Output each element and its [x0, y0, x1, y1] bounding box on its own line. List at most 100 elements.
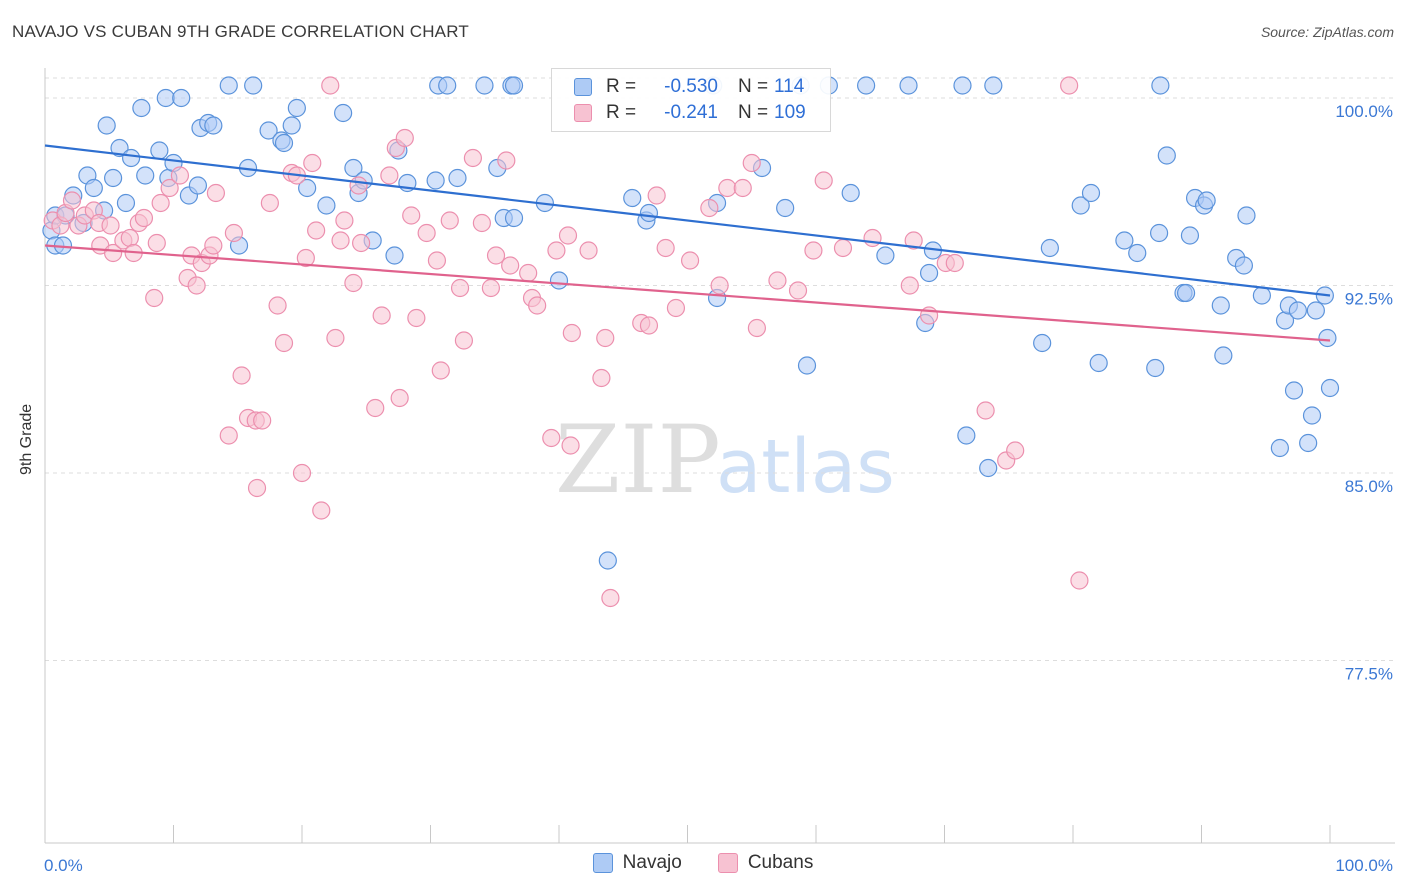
- navajo-point: [1081, 183, 1101, 203]
- cubans-point: [187, 276, 206, 295]
- cubans-point: [1006, 441, 1025, 460]
- navajo-point: [857, 76, 876, 95]
- cubans-point: [904, 231, 923, 250]
- cubans-point: [253, 411, 272, 430]
- cubans-point: [331, 231, 350, 250]
- cubans-point: [680, 251, 700, 270]
- watermark-atlas: atlas: [716, 424, 895, 510]
- cubans-point: [402, 206, 421, 225]
- legend-r-label: R =: [606, 102, 637, 123]
- cubans-point: [472, 213, 491, 233]
- cubans-point: [395, 128, 414, 148]
- cubans-point: [558, 226, 578, 245]
- cubans-point: [268, 296, 287, 315]
- legend-r-label: R =: [606, 76, 637, 97]
- navajo-point: [984, 76, 1003, 95]
- cubans-point: [292, 463, 312, 483]
- cubans-point: [407, 308, 426, 328]
- y-tick-label: 85.0%: [1345, 477, 1393, 496]
- navajo-point: [639, 203, 659, 223]
- navajo-point: [1197, 191, 1216, 210]
- cubans-point: [718, 178, 737, 198]
- cubans-point: [768, 271, 787, 290]
- cubans-point: [486, 246, 506, 265]
- chart-title: NAVAJO VS CUBAN 9TH GRADE CORRELATION CH…: [12, 22, 469, 41]
- tick-labels: 100.0% 92.5% 85.0% 77.5% 0.0% 100.0%: [44, 102, 1393, 875]
- cubans-point: [710, 276, 729, 295]
- navajo-point: [1115, 231, 1134, 250]
- cubans-point: [639, 316, 659, 335]
- x-tick-label: 100.0%: [1335, 856, 1393, 875]
- navajo-point: [97, 116, 116, 135]
- legend-n-label: N =: [738, 76, 769, 97]
- navajo-point: [110, 138, 129, 158]
- navajo-point: [204, 116, 223, 135]
- navajo-point: [1146, 358, 1165, 378]
- cubans-point: [700, 198, 719, 218]
- legend-row-navajo: R = -0.530 N = 114: [574, 75, 804, 99]
- navajo-point: [219, 76, 238, 95]
- cubans-point: [431, 361, 450, 380]
- cubans-point: [463, 148, 483, 168]
- navajo-point: [188, 176, 208, 195]
- cubans-point: [733, 178, 752, 198]
- cubans-point: [481, 278, 500, 298]
- navajo-point: [1033, 333, 1052, 353]
- navajo-point: [385, 246, 404, 265]
- legend-r-value-navajo: -0.530: [664, 76, 718, 97]
- navajo-point: [1089, 353, 1108, 373]
- navajo-point: [776, 198, 795, 218]
- cubans-point: [120, 228, 139, 248]
- cubans-point: [151, 193, 170, 213]
- navajo-point: [132, 98, 151, 118]
- cubans-point: [372, 306, 391, 325]
- navajo-point: [1237, 206, 1256, 225]
- cubans-point: [945, 253, 964, 273]
- navajo-point: [504, 76, 524, 95]
- navajo-point: [623, 188, 642, 208]
- data-points: [42, 76, 1340, 608]
- navajo-legend-swatch: [592, 853, 613, 873]
- cubans-point: [528, 296, 547, 315]
- cubans-swatch: [574, 104, 592, 122]
- cubans-point: [863, 228, 882, 248]
- navajo-point: [1071, 196, 1090, 215]
- navajo-point: [104, 168, 123, 188]
- cubans-point: [519, 263, 538, 283]
- navajo-point: [919, 263, 939, 283]
- cubans-point: [833, 238, 853, 258]
- navajo-point: [797, 356, 817, 375]
- cubans-point: [450, 278, 470, 298]
- navajo-trend-line: [44, 144, 1331, 297]
- cubans-point: [247, 478, 267, 498]
- cubans-point: [562, 323, 581, 343]
- navajo-point: [121, 148, 141, 168]
- navajo-point: [1252, 286, 1271, 305]
- cubans-point: [1060, 76, 1079, 95]
- correlation-legend: R = -0.530 N = 114 R = -0.241 N = 109: [551, 68, 831, 132]
- navajo-point: [334, 103, 353, 123]
- legend-n-label: N =: [738, 102, 769, 123]
- cubans-point: [321, 76, 340, 95]
- cubans-point: [804, 241, 823, 260]
- navajo-point: [979, 458, 998, 478]
- cubans-point: [666, 298, 686, 318]
- cubans-point: [352, 233, 371, 253]
- cubans-point: [656, 238, 675, 258]
- cubans-point: [454, 331, 474, 350]
- navajo-point: [1176, 283, 1196, 303]
- navajo-point: [1284, 381, 1304, 400]
- y-tick-label: 100.0%: [1335, 102, 1393, 121]
- source-label: Source: ZipAtlas.com: [1260, 24, 1394, 40]
- y-axis-label: 9th Grade: [18, 403, 35, 475]
- cubans-point: [274, 333, 294, 353]
- navajo-point: [1180, 226, 1200, 245]
- legend-item-navajo: Navajo: [592, 852, 682, 874]
- cubans-point: [427, 251, 447, 270]
- cubans-point: [596, 328, 615, 348]
- cubans-point: [814, 171, 833, 190]
- axes: [44, 68, 1395, 844]
- cubans-trend-line: [44, 244, 1331, 342]
- navajo-point: [317, 196, 336, 215]
- cubans-point: [296, 248, 315, 268]
